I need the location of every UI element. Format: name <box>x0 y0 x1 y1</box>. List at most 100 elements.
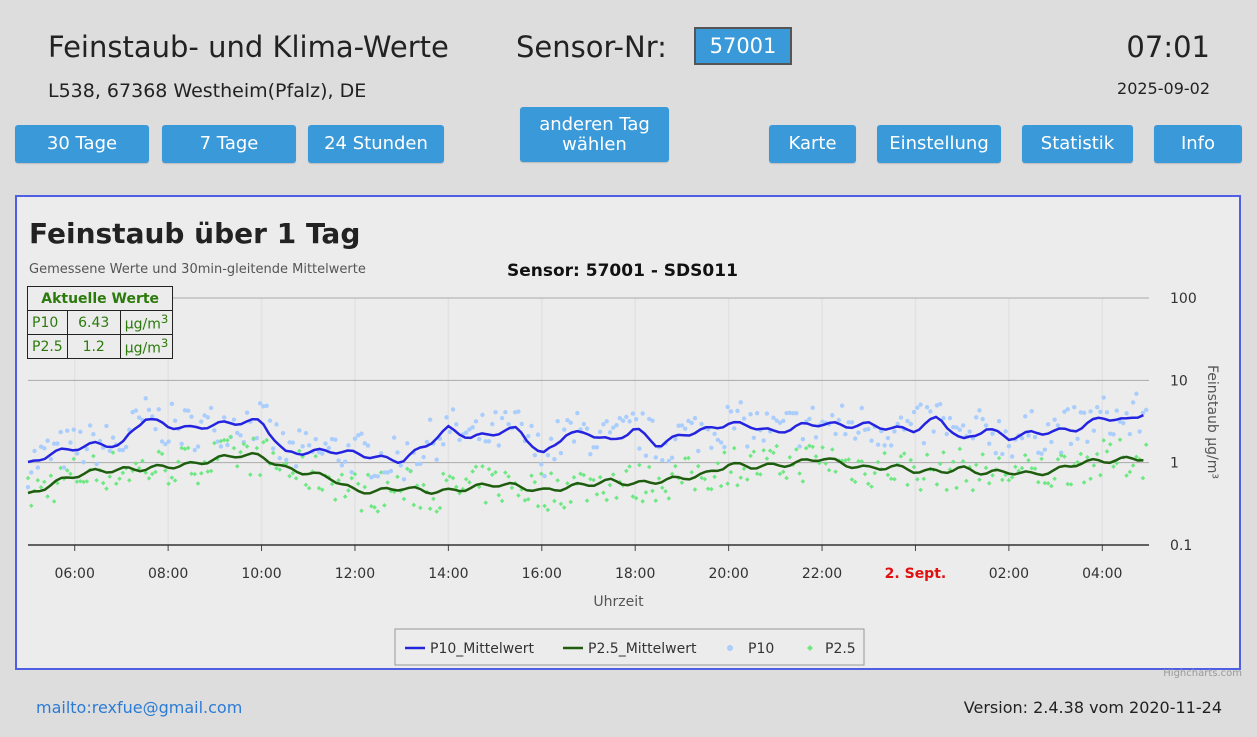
p10-point <box>55 441 60 446</box>
p25-point <box>251 436 256 441</box>
p10-point <box>983 423 989 428</box>
p10-point <box>32 448 37 454</box>
p10-point <box>1039 451 1044 456</box>
p10-point <box>238 433 243 438</box>
p25-point <box>385 480 390 485</box>
p25-point <box>192 471 198 477</box>
p10-point <box>1045 422 1051 427</box>
p10-point <box>588 451 593 457</box>
x-tick-label: 08:00 <box>148 566 188 582</box>
p10-point <box>973 415 979 420</box>
current-date: 2025-09-02 <box>1117 79 1210 98</box>
settings-button[interactable]: Einstellung <box>877 125 1001 163</box>
p25-unit-sup: 3 <box>160 336 169 351</box>
p10-point <box>467 427 472 432</box>
p10-point <box>512 410 518 415</box>
p10-point <box>1124 411 1129 416</box>
p25-point <box>522 498 528 503</box>
p10-point <box>244 410 250 415</box>
p10-point <box>48 457 54 462</box>
p10-point <box>967 429 972 434</box>
p10-point <box>293 464 299 469</box>
p25-point <box>954 485 959 491</box>
p10-point <box>1081 410 1087 415</box>
p10-point <box>1075 436 1080 441</box>
p25-point <box>421 482 426 488</box>
p10-point <box>277 456 282 461</box>
p10-point <box>1000 451 1005 457</box>
p25-point <box>241 441 247 447</box>
p10-point <box>362 441 367 446</box>
p10-point <box>117 447 122 453</box>
p25-point <box>731 445 737 451</box>
p10-point <box>172 418 178 423</box>
info-button[interactable]: Info <box>1154 125 1242 163</box>
statistics-button[interactable]: Statistik <box>1022 125 1133 163</box>
choose-day-button[interactable]: anderen Tag wählen <box>520 107 669 162</box>
p25-point <box>810 444 815 450</box>
p25-point <box>136 465 142 471</box>
map-button[interactable]: Karte <box>769 125 856 163</box>
p10-point <box>718 440 724 445</box>
p10-point <box>284 457 289 463</box>
p10-point <box>516 409 521 414</box>
p10-point <box>483 439 488 444</box>
p10-point <box>947 415 953 421</box>
p25-point <box>584 498 590 504</box>
x-tick-label: 18:00 <box>615 566 655 582</box>
p25-point <box>823 461 829 466</box>
p10-point <box>202 413 207 418</box>
map-label: Karte <box>788 133 837 154</box>
p25-point <box>127 478 132 483</box>
p25-point <box>764 456 770 461</box>
30-days-button[interactable]: 30 Tage <box>15 125 149 163</box>
p25-point <box>826 467 832 473</box>
p25-point <box>594 492 600 497</box>
sensor-number-input[interactable]: 57001 <box>694 27 792 65</box>
p10-point <box>74 451 80 456</box>
p10-point <box>643 453 649 458</box>
p25-point <box>1114 460 1120 466</box>
p25-point <box>1124 473 1129 478</box>
x-tick-label: 20:00 <box>708 566 748 582</box>
p25-point <box>297 448 302 454</box>
p25-point <box>212 440 217 446</box>
24-hours-button[interactable]: 24 Stunden <box>308 125 444 163</box>
p25-point <box>869 484 874 489</box>
p10-point <box>699 421 704 427</box>
p10-point <box>480 412 485 418</box>
p25-point <box>342 494 348 499</box>
p10-point <box>1111 432 1116 437</box>
p25-point <box>591 477 596 483</box>
p25-point <box>581 472 587 478</box>
p25-point <box>761 448 766 453</box>
version-text: Version: 2.4.38 vom 2020-11-24 <box>963 698 1222 717</box>
p10-point <box>911 409 917 415</box>
p10-point <box>653 455 658 460</box>
p10-point <box>1026 433 1031 438</box>
p10-unit: µg/m3 <box>119 310 174 335</box>
mail-link[interactable]: mailto:rexfue@gmail.com <box>36 698 243 717</box>
p25-point <box>813 454 819 459</box>
p25-point <box>352 471 358 477</box>
p25-point <box>1065 481 1071 487</box>
7-days-button[interactable]: 7 Tage <box>162 125 296 163</box>
p10-point <box>401 477 407 482</box>
p25-point <box>552 498 557 504</box>
p10-point <box>1006 443 1012 449</box>
p10-point <box>1114 408 1119 413</box>
p25-point <box>290 470 296 476</box>
p10-point <box>205 415 211 420</box>
p25-point <box>1101 438 1106 443</box>
p25-point <box>1000 477 1005 483</box>
p10-point <box>78 429 83 435</box>
p10-point <box>235 430 240 436</box>
p10-point <box>526 433 531 439</box>
p10-point <box>987 441 992 446</box>
p25-point <box>800 479 806 484</box>
p10-point <box>156 407 161 412</box>
p10-point <box>1019 435 1025 441</box>
p10-point <box>447 429 452 435</box>
p10-point <box>682 426 688 431</box>
p10-point <box>764 411 770 416</box>
